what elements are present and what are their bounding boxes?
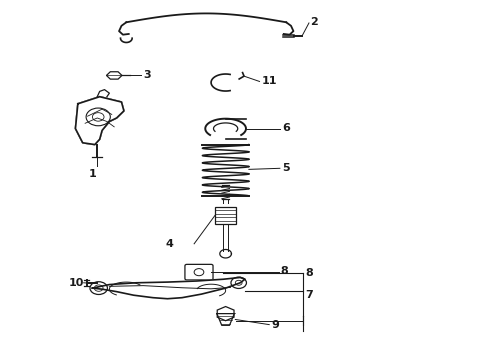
Text: 11: 11 xyxy=(262,76,277,86)
Text: 8: 8 xyxy=(281,266,289,276)
Text: 4: 4 xyxy=(166,239,173,249)
Text: 1: 1 xyxy=(89,169,96,179)
Text: 8: 8 xyxy=(306,268,313,278)
Polygon shape xyxy=(93,278,245,299)
Text: 7: 7 xyxy=(306,290,313,300)
Text: 10: 10 xyxy=(69,279,84,288)
Text: 6: 6 xyxy=(282,123,290,133)
Polygon shape xyxy=(75,97,124,145)
Text: 5: 5 xyxy=(282,163,290,172)
Text: 2: 2 xyxy=(310,17,318,27)
Polygon shape xyxy=(217,314,234,325)
Text: 9: 9 xyxy=(271,320,279,330)
Text: 3: 3 xyxy=(143,70,151,80)
Bar xyxy=(215,207,236,224)
